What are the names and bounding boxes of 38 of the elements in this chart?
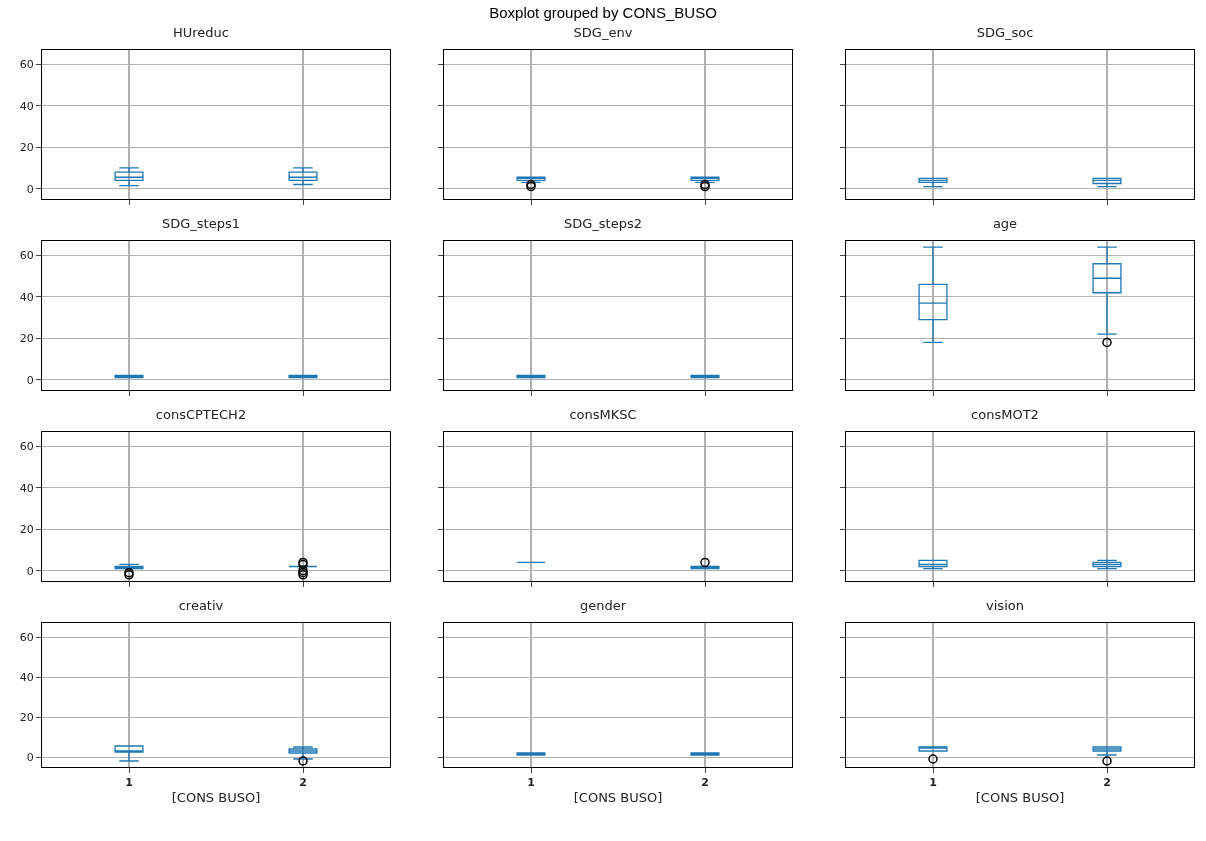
chart-title: creativ xyxy=(178,598,224,614)
x-tick-label: 2 xyxy=(701,776,709,790)
x-tick-label: 1 xyxy=(929,776,937,790)
y-tick-label: 60 xyxy=(19,440,34,454)
y-tick-label: 0 xyxy=(26,182,34,196)
x-tick-label: 2 xyxy=(299,776,307,790)
y-tick-label: 20 xyxy=(19,141,34,155)
chart-title: vision xyxy=(986,598,1024,614)
chart-title: age xyxy=(992,216,1018,232)
x-tick-label: 1 xyxy=(527,776,535,790)
chart-title: consMKSC xyxy=(569,407,637,423)
text: Boxplot grouped by CONS_BUSO xyxy=(488,3,718,23)
chart-title: consMOT2 xyxy=(971,407,1039,423)
chart-title: SDG_soc xyxy=(976,25,1034,41)
y-tick-label: 60 xyxy=(19,630,34,644)
chart-title: SDG_env xyxy=(573,25,633,41)
x-tick-label: 2 xyxy=(1103,776,1111,790)
y-tick-label: 40 xyxy=(19,670,34,684)
chart-title: HUreduc xyxy=(173,25,229,41)
y-tick-label: 40 xyxy=(19,99,34,113)
y-tick-label: 20 xyxy=(19,523,34,537)
x-axis-title: [CONS BUSO] xyxy=(975,789,1065,805)
x-tick-label: 1 xyxy=(125,776,133,790)
y-tick-label: 60 xyxy=(19,58,34,72)
y-tick-label: 20 xyxy=(19,332,34,346)
y-tick-label: 40 xyxy=(19,481,34,495)
chart-title: consCPTECH2 xyxy=(155,407,247,423)
x-axis-title: [CONS BUSO] xyxy=(171,789,261,805)
x-axis-title: [CONS BUSO] xyxy=(573,789,663,805)
y-tick-label: 40 xyxy=(19,290,34,304)
y-tick-label: 20 xyxy=(19,710,34,724)
y-tick-label: 0 xyxy=(26,750,34,764)
y-tick-label: 0 xyxy=(26,373,34,387)
chart-title: SDG_steps2 xyxy=(564,216,642,232)
y-tick-label: 0 xyxy=(26,564,34,578)
chart-title: gender xyxy=(579,598,627,614)
y-tick-label: 60 xyxy=(19,249,34,263)
chart-title: SDG_steps1 xyxy=(162,216,240,232)
